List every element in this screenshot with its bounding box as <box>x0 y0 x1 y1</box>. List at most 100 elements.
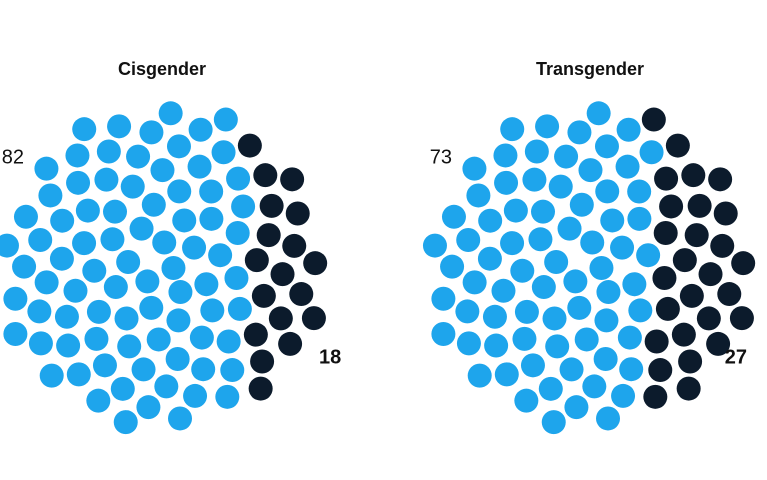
dot <box>531 199 556 224</box>
dot <box>478 208 503 233</box>
dot <box>182 235 207 260</box>
dot <box>231 194 256 219</box>
dot <box>100 227 125 252</box>
dot <box>510 258 535 283</box>
dot <box>34 156 59 181</box>
dot <box>12 254 37 279</box>
dot <box>665 133 690 158</box>
dot <box>644 329 669 354</box>
dot <box>494 170 519 195</box>
dot <box>139 120 164 145</box>
dot <box>462 270 487 295</box>
dot <box>158 101 183 126</box>
dot <box>678 349 703 374</box>
dot <box>49 246 74 271</box>
dot <box>161 256 186 280</box>
dot <box>224 266 249 291</box>
dot <box>512 326 537 351</box>
dot <box>38 183 63 208</box>
dot <box>146 327 171 352</box>
dot <box>698 262 723 287</box>
dot <box>567 295 592 320</box>
dot <box>528 227 553 252</box>
dot <box>467 363 492 388</box>
dot <box>86 299 111 324</box>
dot <box>213 107 238 132</box>
dot <box>456 227 481 252</box>
dot <box>103 199 128 224</box>
dot <box>654 166 679 191</box>
dot <box>493 143 518 168</box>
dot <box>578 158 603 183</box>
dot <box>131 357 156 382</box>
dot <box>622 272 647 297</box>
dot <box>72 117 97 142</box>
dot <box>3 286 28 311</box>
dot <box>96 139 121 164</box>
dot <box>216 329 241 354</box>
dot <box>564 395 589 420</box>
dot <box>596 280 621 305</box>
dot <box>200 298 225 323</box>
dot <box>636 243 661 268</box>
dot <box>251 283 276 308</box>
dot <box>66 170 91 195</box>
dot <box>116 250 141 275</box>
dot <box>574 327 599 352</box>
dot <box>139 295 164 320</box>
dot <box>431 322 456 347</box>
dot <box>199 206 224 231</box>
dot <box>600 208 625 233</box>
dot <box>548 174 573 199</box>
dot <box>500 117 525 142</box>
dot <box>268 306 293 331</box>
dot <box>582 374 607 399</box>
dot <box>110 376 135 401</box>
dot <box>717 282 742 307</box>
value-label: 27 <box>725 346 747 368</box>
dot <box>431 286 456 311</box>
dot <box>641 107 666 132</box>
dot <box>500 231 525 256</box>
dot <box>593 347 618 372</box>
dot <box>82 258 107 283</box>
dot <box>524 139 549 164</box>
dot <box>243 322 268 347</box>
dot <box>503 198 528 223</box>
dot <box>595 179 620 204</box>
dot <box>244 248 269 273</box>
dot <box>187 154 212 179</box>
dot <box>557 216 582 241</box>
dot <box>107 114 132 139</box>
dot <box>627 179 652 204</box>
dot <box>54 304 79 329</box>
dot <box>628 298 653 323</box>
dot <box>92 353 117 378</box>
dot <box>586 101 611 126</box>
dot <box>729 306 754 331</box>
dot <box>477 246 502 271</box>
dot <box>696 306 721 331</box>
dot <box>563 269 588 294</box>
dot <box>225 221 250 246</box>
dot <box>208 243 233 268</box>
dot <box>627 206 652 231</box>
dot <box>514 299 539 324</box>
dot <box>166 134 191 159</box>
dot <box>611 383 636 408</box>
dot <box>0 233 19 258</box>
dot <box>28 331 53 356</box>
dot <box>610 235 635 260</box>
dot <box>567 120 592 145</box>
dot <box>619 357 644 382</box>
dot <box>441 204 466 229</box>
dot <box>136 395 161 420</box>
dot <box>167 179 192 204</box>
dot <box>462 156 487 181</box>
dot <box>617 325 642 350</box>
dot <box>66 362 91 387</box>
dot <box>708 167 733 192</box>
dot <box>482 304 507 329</box>
dot <box>226 166 251 191</box>
